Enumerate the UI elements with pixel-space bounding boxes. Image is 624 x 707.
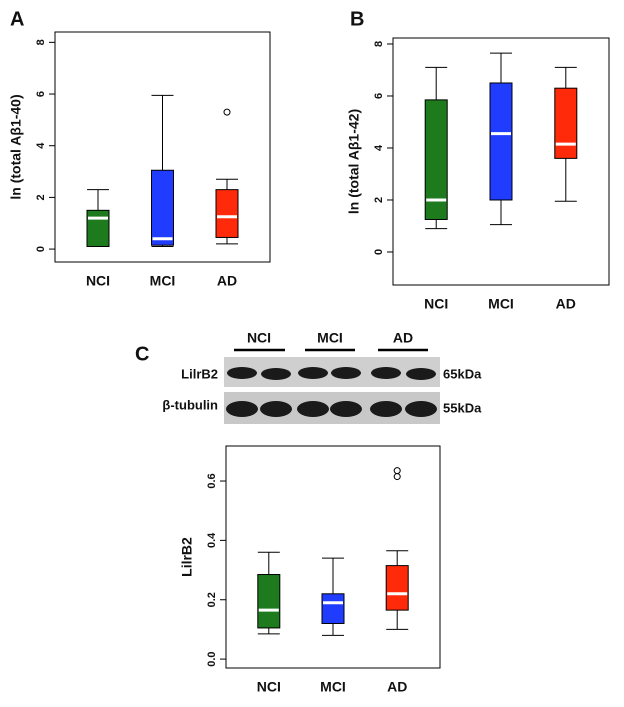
x-tick-label: MCI bbox=[150, 273, 176, 289]
size-label: 55kDa bbox=[443, 400, 482, 415]
outlier bbox=[223, 108, 231, 116]
y-tick-label: 6 bbox=[373, 93, 385, 99]
blot: C NCI MCI AD LilrB2 β-tubulin 65kDa 55kD… bbox=[135, 330, 482, 424]
y-tick-label: 0.2 bbox=[206, 592, 218, 607]
panel-label: A bbox=[10, 8, 24, 30]
plot-frame bbox=[225, 445, 441, 669]
box bbox=[489, 82, 513, 201]
x-tick-label: NCI bbox=[86, 273, 110, 289]
y-tick-label: 0.6 bbox=[206, 473, 218, 488]
box bbox=[215, 189, 239, 238]
box bbox=[151, 169, 174, 246]
x-tick-label: MCI bbox=[320, 679, 346, 695]
plot-frame bbox=[54, 31, 271, 263]
box bbox=[321, 593, 345, 624]
outlier bbox=[393, 473, 401, 481]
x-tick-label: MCI bbox=[488, 296, 514, 312]
lane-label: NCI bbox=[247, 330, 271, 346]
x-tick-label: NCI bbox=[424, 296, 448, 312]
panel-label: C bbox=[135, 343, 149, 365]
y-tick-label: 0 bbox=[373, 249, 385, 255]
box bbox=[86, 209, 110, 247]
box bbox=[554, 87, 578, 159]
plot-frame bbox=[392, 37, 610, 286]
size-label: 65kDa bbox=[443, 366, 482, 381]
y-tick-label: 8 bbox=[35, 39, 47, 45]
y-tick-label: 2 bbox=[373, 197, 385, 203]
lane-label: MCI bbox=[317, 330, 343, 346]
y-tick-label: 4 bbox=[373, 144, 385, 151]
box bbox=[424, 99, 448, 220]
box bbox=[385, 565, 409, 611]
x-tick-label: AD bbox=[556, 296, 576, 312]
row-label: LilrB2 bbox=[181, 366, 218, 381]
y-tick-label: 8 bbox=[373, 41, 385, 47]
y-tick-label: 0.4 bbox=[206, 532, 218, 548]
outlier bbox=[393, 467, 401, 475]
y-axis-label: LilrB2 bbox=[179, 537, 195, 577]
y-tick-label: 6 bbox=[35, 91, 47, 97]
y-tick-label: 4 bbox=[35, 142, 47, 149]
box bbox=[257, 574, 281, 629]
row-label: β-tubulin bbox=[162, 397, 218, 412]
y-tick-label: 2 bbox=[35, 194, 47, 200]
y-axis-label: ln (total Aβ1-42) bbox=[346, 109, 362, 214]
x-tick-label: AD bbox=[217, 273, 237, 289]
y-tick-label: 0.0 bbox=[206, 651, 218, 666]
bands bbox=[226, 367, 437, 417]
x-tick-label: AD bbox=[387, 679, 407, 695]
lane-label: AD bbox=[393, 330, 413, 346]
y-axis-label: ln (total Aβ1-40) bbox=[8, 94, 24, 199]
panel-label: B bbox=[350, 8, 364, 30]
y-tick-label: 0 bbox=[35, 246, 47, 252]
x-tick-label: NCI bbox=[257, 679, 281, 695]
